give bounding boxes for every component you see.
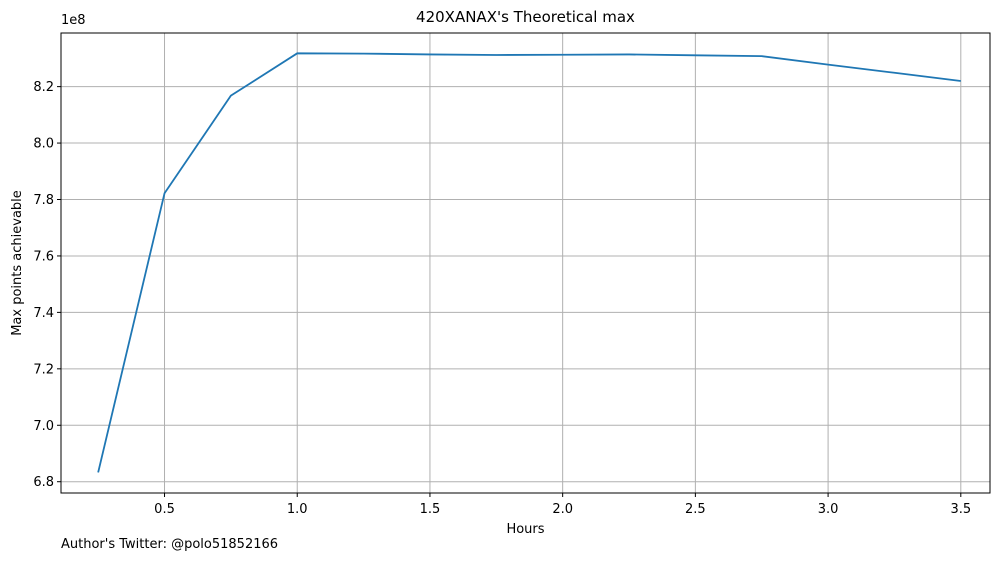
chart-title: 420XANAX's Theoretical max [416,8,635,26]
y-axis-offset-label: 1e8 [61,13,86,28]
x-tick-label: 1.0 [287,502,308,517]
x-tick-label: 2.5 [685,502,706,517]
x-tick-label: 0.5 [154,502,175,517]
tick-labels: 0.5 1.0 1.5 2.0 2.5 3.0 3.5 6.8 7.0 7.2 7.4 7.6 7.8 8… [33,80,971,517]
y-tick-label: 6.8 [33,475,54,490]
x-tick-label: 1.5 [420,502,441,517]
y-tick-label: 8.2 [33,80,54,95]
tick-marks [57,86,962,497]
series-layer [97,52,961,473]
y-tick-label: 7.0 [33,419,54,434]
x-tick-label: 2.0 [552,502,573,517]
x-tick-label: 3.0 [818,502,839,517]
plot-frame [60,32,991,494]
y-tick-label: 7.4 [33,306,54,321]
grid-lines [61,33,990,493]
x-tick-label: 3.5 [950,502,971,517]
y-tick-label: 7.8 [33,193,54,208]
author-footnote: Author's Twitter: @polo51852166 [61,537,279,552]
y-tick-label: 8.0 [33,137,54,152]
y-axis-label: Max points achievable [10,190,25,336]
y-tick-label: 7.2 [33,362,54,377]
x-axis-label: Hours [506,522,544,537]
y-tick-label: 7.6 [33,249,54,264]
series-line [97,52,961,473]
